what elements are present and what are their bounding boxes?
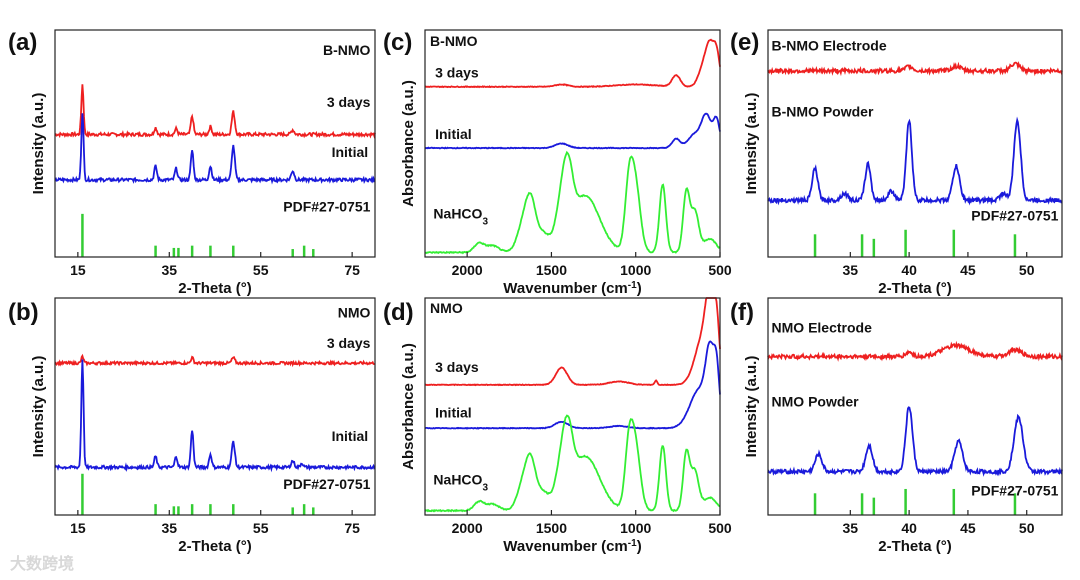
panel-f: (f) 35 40 45 50 2-Theta (°) Intensity (a.u.) NM…: [730, 297, 1063, 555]
x-axis-title: 2-Theta (°): [178, 280, 252, 297]
x-tick-label: 75: [344, 520, 360, 536]
x-tick-label: 1500: [536, 520, 567, 536]
panel-label: (a): [8, 29, 37, 56]
annotation-label: 3 days: [327, 335, 371, 351]
panel-c: (c) 2000 1500 1000 500 Wavenumber (cm-1) Absor…: [383, 29, 732, 297]
annotation-label: NMO: [338, 305, 371, 321]
annotation-label: Initial: [435, 126, 472, 142]
annotation-label: B-NMO Powder: [772, 103, 874, 119]
annotation-label: PDF#27-0751: [971, 208, 1058, 224]
annotation-label: 3 days: [327, 94, 371, 110]
series-line-nmo-powder: [767, 406, 1063, 477]
annotation-label: Initial: [332, 144, 369, 160]
x-tick-label: 2000: [452, 520, 483, 536]
series-line-b-nmo-electrode: [767, 60, 1063, 77]
plot-frame: [767, 297, 1063, 516]
series-line-3-days: [54, 84, 376, 139]
x-axis-title: Wavenumber (cm-1): [503, 280, 641, 298]
x-tick-label: 55: [253, 520, 269, 536]
panel-label: (c): [383, 29, 412, 56]
series-line-nmo-electrode: [767, 340, 1063, 362]
y-axis-title: Absorbance (a.u.): [400, 80, 417, 207]
x-tick-label: 2000: [452, 262, 483, 278]
x-tick-label: 45: [960, 262, 976, 278]
x-tick-label: 35: [843, 262, 859, 278]
x-tick-label: 15: [70, 262, 86, 278]
series-line-initial: [54, 359, 376, 473]
annotation-label: NaHCO3: [433, 472, 488, 494]
annotation-label: NaHCO3: [433, 205, 488, 227]
y-axis-title: Intensity (a.u.): [30, 93, 47, 195]
annotation-label: B-NMO: [323, 42, 371, 58]
x-tick-label: 45: [960, 520, 976, 536]
annotation-label: 3 days: [435, 65, 479, 81]
plot-frame: [424, 29, 721, 258]
x-tick-label: 500: [708, 520, 732, 536]
x-tick-label: 55: [253, 262, 269, 278]
annotation-label: Initial: [332, 428, 369, 444]
annotation-label: NMO Powder: [772, 394, 860, 410]
x-tick-label: 500: [708, 262, 732, 278]
panel-e: (e) 35 40 45 50 2-Theta (°) Intensity (a.u.) B-…: [730, 29, 1063, 297]
series-line-3-days: [54, 353, 376, 368]
series-line-initial: [424, 340, 721, 430]
annotation-label: PDF#27-0751: [971, 482, 1058, 498]
x-tick-label: 35: [843, 520, 859, 536]
annotation-label: 3 days: [435, 359, 479, 375]
plot-frame: [54, 29, 376, 258]
panel-label: (d): [383, 299, 414, 326]
series-line-nahco3: [424, 414, 721, 513]
x-tick-label: 50: [1019, 520, 1035, 536]
annotation-label: B-NMO: [430, 33, 478, 49]
plot-frame: [54, 297, 376, 516]
series-line-b-nmo-powder: [767, 116, 1063, 206]
x-tick-label: 1000: [620, 262, 651, 278]
annotation-label: PDF#27-0751: [283, 476, 370, 492]
series-line-initial: [54, 113, 376, 185]
panel-label: (b): [8, 299, 39, 326]
panel-b: (b) 15 35 55 75 2-Theta (°) Intensity (a.u.) NM…: [8, 297, 376, 555]
annotation-label: Initial: [435, 404, 472, 420]
x-axis-title: 2-Theta (°): [878, 280, 952, 297]
annotation-label: NMO: [430, 300, 463, 316]
plot-frame: [767, 29, 1063, 258]
x-axis-title: 2-Theta (°): [178, 538, 252, 555]
watermark-text: 大数跨境: [10, 556, 75, 573]
y-axis-title: Intensity (a.u.): [30, 356, 47, 458]
y-axis-title: Intensity (a.u.): [743, 93, 760, 195]
series-line-3-days: [424, 38, 721, 89]
x-axis-title: 2-Theta (°): [878, 538, 952, 555]
annotation-label: PDF#27-0751: [283, 199, 370, 215]
x-tick-label: 35: [161, 520, 177, 536]
annotation-label: B-NMO Electrode: [772, 37, 887, 53]
panel-label: (e): [730, 29, 759, 56]
x-tick-label: 40: [901, 262, 917, 278]
x-tick-label: 35: [161, 262, 177, 278]
y-axis-title: Intensity (a.u.): [743, 356, 760, 458]
x-tick-label: 1500: [536, 262, 567, 278]
panel-d: (d) 2000 1500 1000 500 Wavenumber (cm-1) Absor…: [383, 297, 732, 556]
annotation-label: NMO Electrode: [772, 320, 873, 336]
x-tick-label: 40: [901, 520, 917, 536]
x-tick-label: 15: [70, 520, 86, 536]
plot-frame: [424, 297, 721, 516]
series-line-3-days: [424, 297, 721, 387]
x-axis-title: Wavenumber (cm-1): [503, 538, 641, 556]
panel-a: (a) 15 35 55 75 2-Theta (°) Intensity (a.u.) B-…: [8, 29, 376, 297]
series-line-nahco3: [424, 150, 721, 255]
series-line-initial: [424, 112, 721, 150]
x-tick-label: 75: [344, 262, 360, 278]
panel-label: (f): [730, 299, 754, 326]
x-tick-label: 1000: [620, 520, 651, 536]
y-axis-title: Absorbance (a.u.): [400, 343, 417, 470]
x-tick-label: 50: [1019, 262, 1035, 278]
